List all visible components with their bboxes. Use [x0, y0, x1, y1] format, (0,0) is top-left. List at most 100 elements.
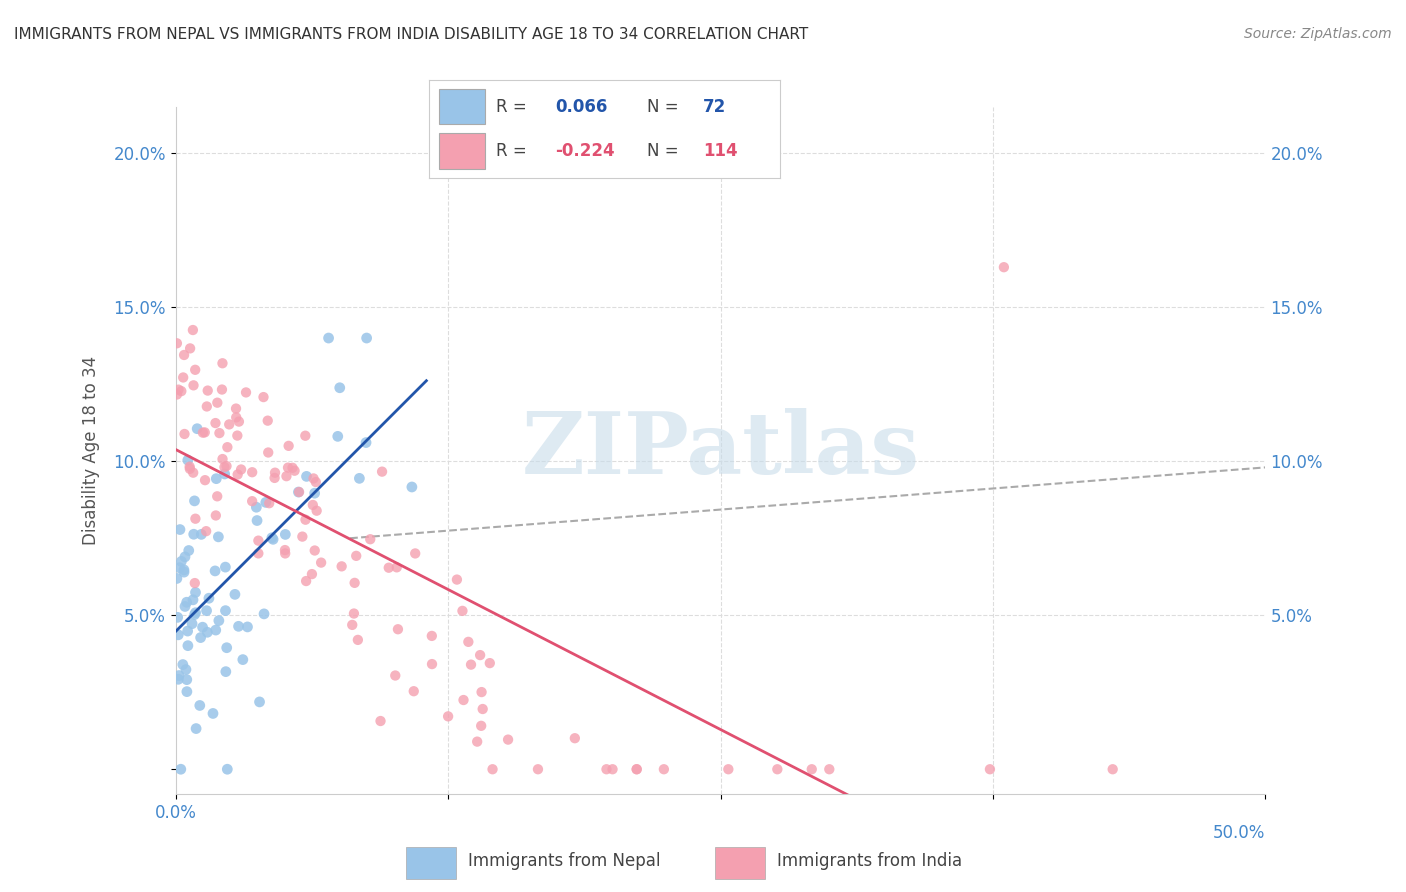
Point [177, 453, 200, 467]
Point [207, 530, 229, 544]
Point [232, 652, 254, 666]
Point [183, 378, 205, 392]
Point [979, 762, 1001, 776]
FancyBboxPatch shape [439, 89, 485, 124]
Point [256, 414, 278, 428]
Text: Immigrants from Nepal: Immigrants from Nepal [468, 852, 661, 870]
Point [195, 625, 218, 640]
Point [527, 762, 550, 776]
Point [465, 734, 488, 748]
Point [226, 428, 249, 442]
Point [195, 524, 218, 538]
Point [342, 618, 364, 632]
Point [277, 439, 299, 453]
Point [205, 489, 228, 503]
Point [478, 656, 501, 670]
Point [240, 465, 263, 479]
Point [184, 512, 207, 526]
Point [214, 604, 236, 618]
Point [354, 435, 377, 450]
Point [404, 546, 426, 560]
Text: 0.066: 0.066 [555, 98, 607, 116]
Point [274, 543, 297, 558]
Point [177, 543, 200, 558]
Point [166, 336, 188, 351]
Point [294, 513, 316, 527]
Point [800, 762, 823, 776]
Point [330, 559, 353, 574]
Point [170, 762, 193, 776]
Point [402, 684, 425, 698]
Point [186, 422, 208, 436]
Point [181, 323, 204, 337]
Point [211, 356, 233, 370]
Point [401, 480, 423, 494]
Point [460, 657, 482, 672]
Point [387, 622, 409, 636]
Point [173, 427, 195, 442]
Point [214, 560, 236, 574]
Point [274, 546, 297, 560]
Point [167, 668, 190, 682]
Point [184, 722, 207, 736]
Point [302, 471, 325, 485]
Text: -0.224: -0.224 [555, 142, 614, 160]
Point [225, 401, 247, 416]
Point [453, 693, 475, 707]
Point [481, 762, 503, 776]
Point [496, 732, 519, 747]
Point [471, 702, 494, 716]
Point [260, 531, 283, 545]
Point [457, 635, 479, 649]
Text: R =: R = [496, 142, 526, 160]
Point [247, 533, 270, 548]
Point [191, 620, 214, 634]
Point [218, 417, 240, 432]
Point [195, 604, 218, 618]
Point [446, 573, 468, 587]
Text: 114: 114 [703, 142, 738, 160]
FancyBboxPatch shape [439, 133, 485, 169]
Text: 50.0%: 50.0% [1213, 824, 1265, 842]
Point [173, 348, 195, 362]
Point [305, 475, 328, 489]
Point [179, 462, 201, 476]
Point [170, 384, 193, 399]
Point [176, 595, 198, 609]
Point [385, 560, 408, 574]
Point [343, 575, 366, 590]
Point [170, 554, 193, 568]
Point [179, 342, 201, 356]
Point [247, 546, 270, 560]
Point [190, 527, 212, 541]
Point [169, 523, 191, 537]
Point [347, 632, 370, 647]
Point [179, 459, 201, 474]
Point [167, 673, 190, 687]
Point [602, 762, 624, 776]
Point [215, 458, 238, 473]
Point [174, 599, 197, 614]
FancyBboxPatch shape [716, 847, 765, 879]
Point [257, 496, 280, 510]
Point [204, 416, 226, 430]
Point [183, 494, 205, 508]
Point [717, 762, 740, 776]
Point [1101, 762, 1123, 776]
Point [318, 331, 340, 345]
Point [359, 533, 381, 547]
Point [208, 426, 231, 441]
Point [384, 668, 406, 682]
Point [287, 485, 309, 500]
Text: N =: N = [647, 142, 678, 160]
Point [208, 614, 231, 628]
Point [301, 498, 323, 512]
Point [198, 591, 221, 606]
Point [252, 390, 274, 404]
Point [205, 508, 228, 523]
Point [183, 527, 205, 541]
Point [246, 514, 269, 528]
Point [326, 429, 349, 443]
Point [181, 592, 204, 607]
Point [344, 549, 367, 563]
